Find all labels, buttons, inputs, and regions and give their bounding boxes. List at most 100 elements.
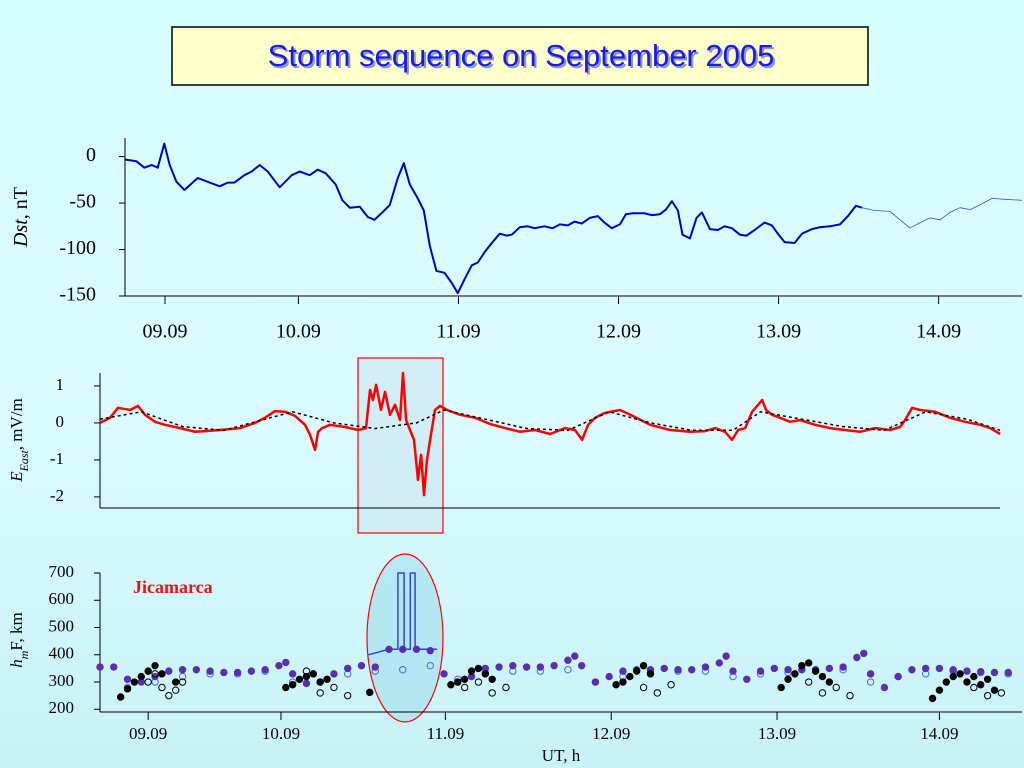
y-axis-label-part: h xyxy=(7,659,26,668)
x-tick-label: 09.09 xyxy=(143,321,188,343)
data-point xyxy=(447,681,455,689)
y-tick-label: 300 xyxy=(49,671,75,690)
data-point xyxy=(261,666,269,674)
x-tick-label: 11.09 xyxy=(436,321,480,343)
data-point xyxy=(1004,668,1012,677)
title: Storm sequence on September 2005 xyxy=(268,38,775,73)
data-point xyxy=(282,683,290,692)
data-point xyxy=(536,663,545,671)
data-point xyxy=(110,663,118,671)
data-point xyxy=(171,686,180,694)
data-point xyxy=(784,666,792,674)
data-point xyxy=(158,683,166,692)
data-point xyxy=(550,661,558,670)
data-point xyxy=(399,666,407,674)
data-point xyxy=(399,645,407,654)
data-point xyxy=(997,689,1006,697)
data-point xyxy=(192,666,201,674)
data-point xyxy=(144,667,152,675)
x-tick-label: 11.09 xyxy=(427,724,465,743)
y-tick-label: -150 xyxy=(59,284,96,306)
data-point xyxy=(791,670,799,678)
data-point xyxy=(385,645,393,654)
data-point xyxy=(571,652,579,660)
data-point xyxy=(178,678,187,686)
data-point xyxy=(564,656,572,664)
data-point xyxy=(818,672,827,681)
x-axis-label: UT, h xyxy=(542,746,581,765)
data-point xyxy=(467,667,476,675)
data-point xyxy=(366,688,374,697)
data-point xyxy=(302,667,311,675)
data-point xyxy=(674,666,682,674)
data-point xyxy=(165,691,173,700)
data-point xyxy=(935,686,944,694)
data-point xyxy=(921,664,930,673)
data-point xyxy=(977,681,985,689)
y-axis-label-part: , nT xyxy=(10,187,32,219)
data-point xyxy=(667,681,675,689)
data-point xyxy=(688,666,696,674)
data-point xyxy=(481,670,490,678)
x-tick-label: 14.09 xyxy=(920,724,958,743)
data-point xyxy=(639,683,648,692)
data-point xyxy=(798,661,806,670)
data-point xyxy=(454,678,462,686)
data-point xyxy=(853,653,861,662)
data-point xyxy=(942,678,951,686)
data-line xyxy=(861,198,1023,229)
data-point xyxy=(805,659,813,667)
data-point xyxy=(330,683,338,692)
data-point xyxy=(983,675,992,683)
data-point xyxy=(460,683,469,692)
x-tick-label: 12.09 xyxy=(596,321,641,343)
data-point xyxy=(777,683,785,692)
data-point xyxy=(116,693,125,701)
data-point xyxy=(357,661,366,670)
data-point xyxy=(488,689,496,697)
y-tick-label: 200 xyxy=(49,698,75,717)
data-point xyxy=(963,667,971,675)
data-point xyxy=(474,664,483,673)
annotation: Jicamarca xyxy=(133,577,213,597)
data-point xyxy=(275,661,283,670)
data-point xyxy=(770,664,778,673)
data-point xyxy=(178,666,187,674)
data-point xyxy=(990,686,999,694)
title-shadow: Storm sequence on September 2005 xyxy=(270,40,777,75)
data-point xyxy=(894,672,902,681)
y-tick-label: 600 xyxy=(49,589,75,608)
data-point xyxy=(330,670,338,678)
data-point xyxy=(784,675,792,683)
data-point xyxy=(564,666,572,674)
data-point xyxy=(729,667,737,675)
data-point xyxy=(970,683,978,692)
data-point xyxy=(247,667,256,675)
data-point xyxy=(756,667,765,675)
y-tick-label: 1 xyxy=(56,375,65,394)
data-point xyxy=(612,681,620,689)
data-point xyxy=(963,678,971,686)
data-point xyxy=(206,667,214,675)
x-tick-label: 12.09 xyxy=(592,724,630,743)
data-point xyxy=(171,678,180,686)
y-axis-label-part: East xyxy=(17,450,31,473)
data-point xyxy=(660,664,668,673)
y-tick-label: -50 xyxy=(69,191,96,213)
y-tick-label: 700 xyxy=(49,562,75,581)
y-tick-label: 0 xyxy=(56,412,65,431)
data-line xyxy=(99,371,1001,497)
data-point xyxy=(233,668,242,677)
x-tick-label: 13.09 xyxy=(758,724,796,743)
data-point xyxy=(220,668,228,677)
x-tick-label: 13.09 xyxy=(756,321,801,343)
data-point xyxy=(715,659,723,667)
data-point xyxy=(866,670,875,678)
y-axis-label-part: E xyxy=(7,471,26,483)
data-point xyxy=(302,672,311,681)
data-point xyxy=(509,661,517,670)
data-point xyxy=(165,667,173,675)
data-point xyxy=(316,689,324,697)
data-point xyxy=(839,663,847,671)
data-point xyxy=(619,678,627,686)
